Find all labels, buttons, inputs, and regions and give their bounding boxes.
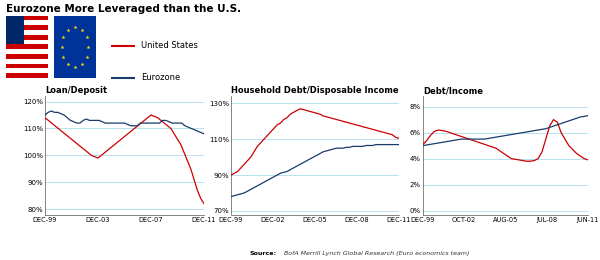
Text: BofA Merrill Lynch Global Research (Euro economics team): BofA Merrill Lynch Global Research (Euro… <box>282 251 470 256</box>
Bar <box>6 30 48 35</box>
Bar <box>6 16 48 20</box>
Bar <box>6 73 48 78</box>
Bar <box>6 20 48 25</box>
Bar <box>6 44 48 49</box>
Bar <box>6 68 48 73</box>
Bar <box>6 40 48 44</box>
Bar <box>6 35 48 40</box>
Bar <box>6 64 48 68</box>
Text: Eurozone: Eurozone <box>141 74 180 82</box>
Text: Debt/Income: Debt/Income <box>423 86 483 95</box>
Text: United States: United States <box>141 41 198 50</box>
Bar <box>6 16 23 44</box>
Bar <box>6 54 48 59</box>
Bar <box>6 49 48 54</box>
Text: Source:: Source: <box>249 251 276 256</box>
Bar <box>6 59 48 64</box>
Text: Household Debt/Disposable Income: Household Debt/Disposable Income <box>231 86 398 95</box>
Text: Eurozone More Leveraged than the U.S.: Eurozone More Leveraged than the U.S. <box>6 4 241 14</box>
Bar <box>6 25 48 30</box>
Text: Loan/Deposit: Loan/Deposit <box>45 86 107 95</box>
